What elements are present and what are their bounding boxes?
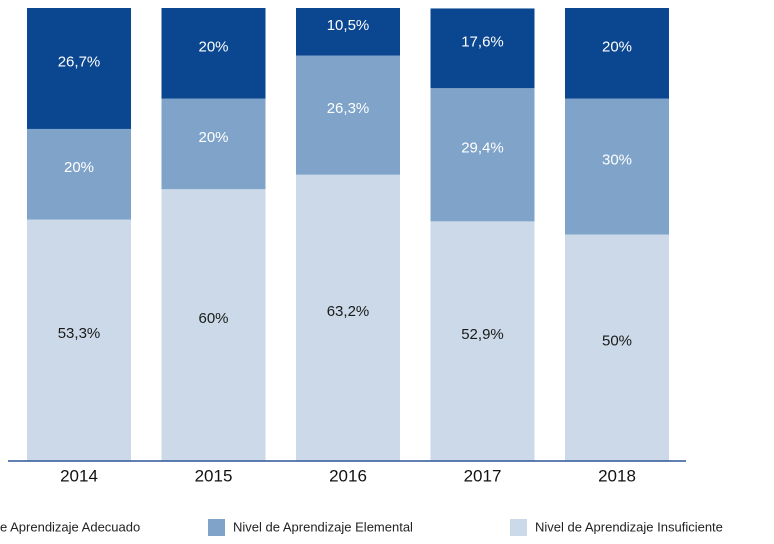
bar-segment: [565, 8, 669, 99]
x-tick-label: 2014: [60, 466, 98, 485]
legend-label: e Aprendizaje Adecuado: [0, 519, 140, 534]
bar-segment: [296, 8, 400, 56]
bar-segment: [161, 98, 266, 190]
data-label: 10,5%: [327, 17, 370, 34]
legend-swatch: [510, 519, 527, 536]
legend-swatch: [208, 519, 225, 536]
data-label: 60%: [198, 310, 228, 327]
x-tick-label: 2017: [464, 466, 502, 485]
bar-segment: [430, 8, 535, 89]
bar-segment: [27, 128, 131, 220]
data-label: 29,4%: [461, 140, 504, 157]
data-label: 26,7%: [58, 53, 101, 70]
bar-segment: [296, 55, 400, 175]
data-label: 20%: [602, 38, 632, 55]
data-label: 52,9%: [461, 326, 504, 343]
data-label: 20%: [64, 159, 94, 176]
data-label: 53,3%: [58, 325, 101, 342]
bar-segment: [27, 8, 131, 129]
legend-label: Nivel de Aprendizaje Elemental: [233, 519, 413, 534]
bar-segment: [27, 219, 131, 461]
data-label: 50%: [602, 333, 632, 350]
bar-segment: [296, 174, 400, 462]
x-tick-label: 2018: [598, 466, 636, 485]
bar-segment: [430, 88, 535, 222]
bar-segment: [161, 189, 266, 461]
data-label: 63,2%: [327, 303, 370, 320]
bar-segment: [565, 98, 669, 235]
x-tick-label: 2015: [195, 466, 233, 485]
bar-segment: [161, 8, 266, 99]
x-tick-label: 2016: [329, 466, 367, 485]
data-label: 20%: [198, 38, 228, 55]
bar-segment: [430, 221, 535, 461]
legend-label: Nivel de Aprendizaje Insuficiente: [535, 519, 723, 534]
data-label: 20%: [198, 129, 228, 146]
data-label: 26,3%: [327, 100, 370, 117]
data-label: 30%: [602, 152, 632, 169]
bar-segment: [565, 234, 669, 461]
data-label: 17,6%: [461, 33, 504, 50]
